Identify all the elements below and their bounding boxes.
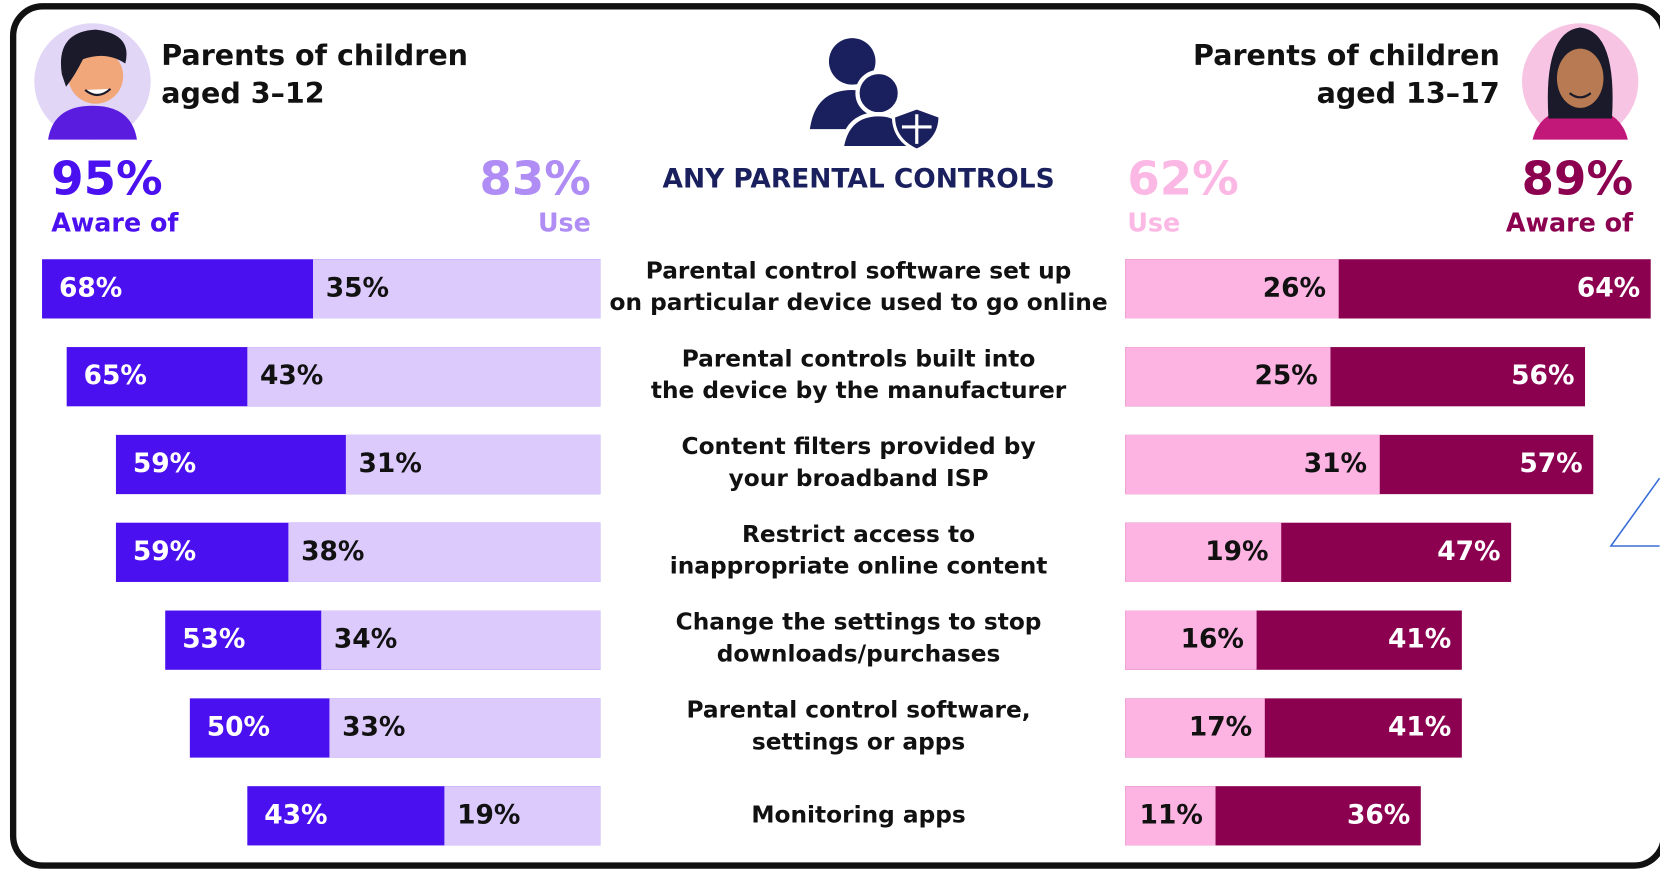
category-label: the device by the manufacturer: [651, 377, 1067, 404]
value-label: 19%: [1205, 536, 1268, 567]
series-name: Use: [1127, 207, 1180, 237]
category-label: Parental controls built into: [682, 345, 1036, 372]
page: ANY PARENTAL CONTROLS Parental control s…: [0, 0, 1660, 874]
value-label: 26%: [1263, 272, 1326, 303]
total-label: 89%: [1522, 151, 1633, 205]
value-label: 25%: [1255, 360, 1318, 391]
value-label: 43%: [260, 360, 323, 391]
category-label: Change the settings to stop: [676, 609, 1042, 636]
value-label: 38%: [301, 536, 364, 567]
value-label: 65%: [84, 360, 147, 391]
category-label: Parental control software,: [686, 697, 1030, 724]
value-label: 35%: [326, 272, 389, 303]
value-label: 19%: [457, 799, 520, 830]
category-label: Monitoring apps: [751, 801, 965, 828]
avatar-left: [34, 23, 150, 139]
value-label: 41%: [1388, 711, 1451, 742]
group-title: Parents of children: [161, 38, 468, 72]
headline: ANY PARENTAL CONTROLS: [662, 163, 1054, 194]
value-label: 41%: [1388, 624, 1451, 655]
value-label: 17%: [1189, 711, 1252, 742]
value-label: 31%: [1304, 448, 1367, 479]
category-label: downloads/purchases: [717, 640, 1001, 667]
group-title: Parents of children: [1193, 38, 1500, 72]
category-label: Parental control software set up: [646, 257, 1072, 284]
value-label: 36%: [1347, 799, 1410, 830]
group-title: aged 3–12: [161, 76, 324, 110]
value-label: 33%: [342, 711, 405, 742]
value-label: 59%: [133, 448, 196, 479]
value-label: 11%: [1140, 799, 1203, 830]
value-label: 31%: [359, 448, 422, 479]
value-label: 56%: [1511, 360, 1574, 391]
value-label: 68%: [59, 272, 122, 303]
avatar-right: [1522, 23, 1638, 139]
category-label: Content filters provided by: [682, 433, 1036, 460]
value-label: 16%: [1181, 624, 1244, 655]
value-label: 53%: [182, 624, 245, 655]
total-label: 83%: [479, 151, 590, 205]
category-label: inappropriate online content: [670, 553, 1048, 580]
value-label: 47%: [1437, 536, 1500, 567]
series-name: Aware of: [1506, 207, 1634, 237]
category-label: settings or apps: [752, 728, 965, 755]
value-label: 59%: [133, 536, 196, 567]
total-label: 95%: [51, 151, 162, 205]
value-label: 64%: [1577, 272, 1640, 303]
series-name: Aware of: [51, 207, 179, 237]
value-label: 34%: [334, 624, 397, 655]
category-label: on particular device used to go online: [609, 289, 1107, 316]
group-title: aged 13–17: [1317, 76, 1500, 110]
series-name: Use: [538, 207, 591, 237]
total-label: 62%: [1127, 151, 1238, 205]
chart: ANY PARENTAL CONTROLS Parental control s…: [0, 0, 1660, 874]
value-label: 43%: [264, 799, 327, 830]
category-label: Restrict access to: [742, 521, 975, 548]
value-label: 57%: [1519, 448, 1582, 479]
value-label: 50%: [207, 711, 270, 742]
category-label: your broadband ISP: [729, 465, 989, 492]
